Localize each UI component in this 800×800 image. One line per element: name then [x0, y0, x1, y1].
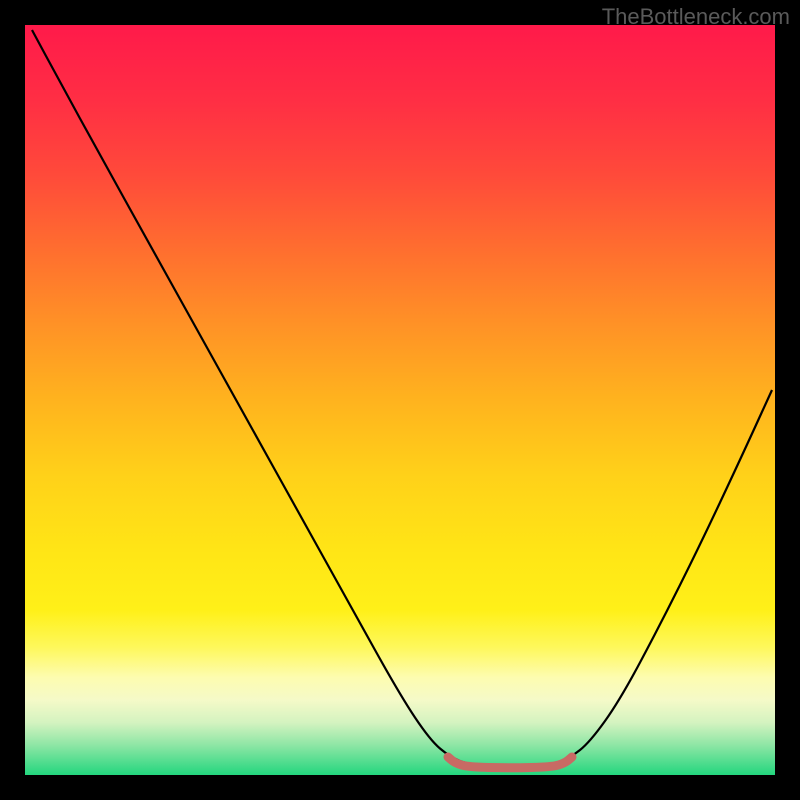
watermark-text: TheBottleneck.com	[602, 4, 790, 30]
plot-background	[25, 25, 775, 775]
chart-svg	[0, 0, 800, 800]
bottleneck-chart: TheBottleneck.com	[0, 0, 800, 800]
